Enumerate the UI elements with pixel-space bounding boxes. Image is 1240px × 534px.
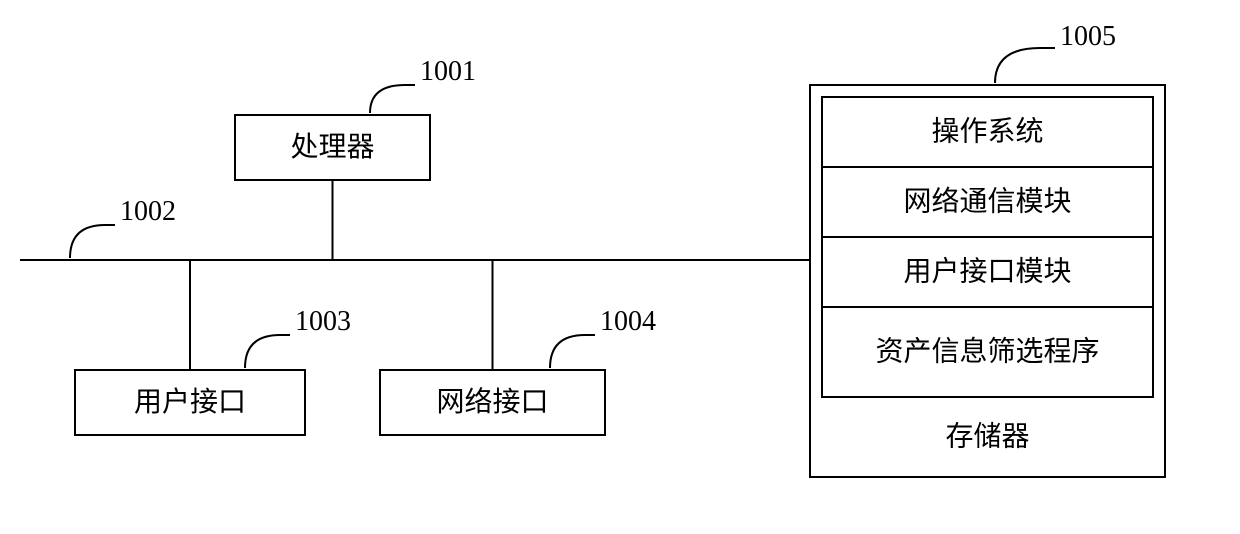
leader-label-user_if: 1003: [295, 306, 351, 337]
leader-processor: [370, 85, 415, 113]
network-interface-label: 网络接口: [436, 386, 548, 418]
leader-label-processor: 1001: [420, 56, 476, 87]
storage-row-label: 用户接口模块: [903, 255, 1071, 287]
processor-block: 处理器: [235, 115, 430, 180]
leader-user_if: [245, 335, 290, 368]
storage-row-label: 操作系统: [931, 115, 1043, 147]
user-interface-block: 用户接口: [75, 370, 305, 435]
leader-storage: [995, 48, 1055, 83]
leader-label-storage: 1005: [1060, 21, 1116, 52]
storage-title: 存储器: [945, 420, 1029, 452]
leader-label-bus: 1002: [120, 196, 176, 227]
storage-block: 操作系统网络通信模块用户接口模块资产信息筛选程序 存储器: [810, 85, 1165, 477]
storage-row-label: 资产信息筛选程序: [875, 335, 1099, 367]
leader-label-network_if: 1004: [600, 306, 656, 337]
user-interface-label: 用户接口: [134, 386, 246, 418]
leader-network_if: [550, 335, 595, 368]
network-interface-block: 网络接口: [380, 370, 605, 435]
leader-bus: [70, 225, 115, 258]
storage-rows: 操作系统网络通信模块用户接口模块资产信息筛选程序: [822, 97, 1153, 397]
storage-row-label: 网络通信模块: [903, 185, 1071, 217]
processor-label: 处理器: [290, 131, 374, 163]
